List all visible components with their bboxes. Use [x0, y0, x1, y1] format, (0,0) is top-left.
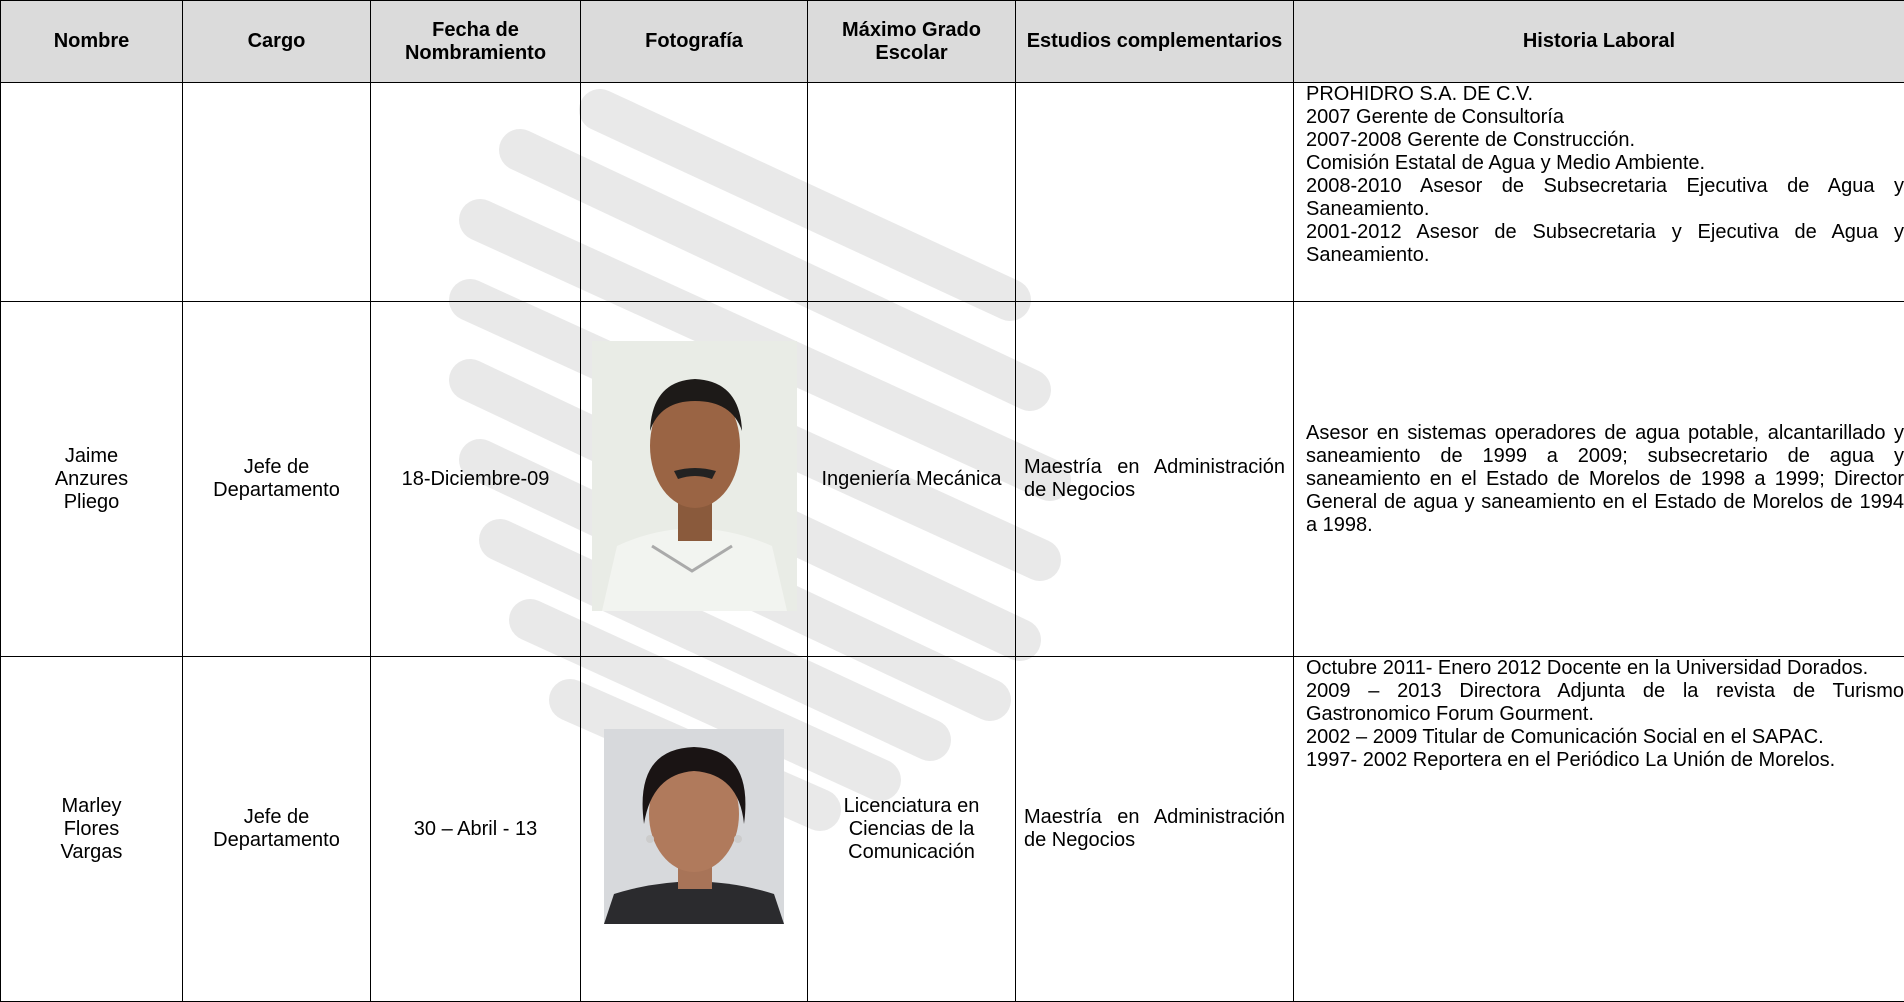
- historia: Octubre 2011- Enero 2012 Docente en la U…: [1294, 657, 1904, 1002]
- header-cell: Fotografía: [581, 1, 808, 83]
- table-row: PROHIDRO S.A. DE C.V.2007 Gerente de Con…: [1, 83, 1904, 302]
- cell: Marley Flores Vargas: [1, 657, 183, 1002]
- photo-cell: [581, 302, 808, 657]
- grado: Licenciatura en Ciencias de la Comunicac…: [808, 657, 1016, 1002]
- historia-line: Comisión Estatal de Agua y Medio Ambient…: [1306, 152, 1904, 175]
- cargo: Jefe de Departamento: [183, 302, 371, 657]
- historia-line: 2009 – 2013 Directora Adjunta de la revi…: [1306, 680, 1904, 726]
- fecha: 30 – Abril - 13: [371, 657, 581, 1002]
- estudios: Maestría en Administración de Negocios: [1016, 657, 1294, 1002]
- estudios: [1016, 83, 1294, 302]
- grado: [808, 83, 1016, 302]
- header-cell: Fecha de Nombramiento: [371, 1, 581, 83]
- photo-cell: [581, 657, 808, 1002]
- header-cell: Estudios complementarios: [1016, 1, 1294, 83]
- page: Nombre Cargo Fecha de Nombramiento Fotog…: [0, 0, 1904, 877]
- historia-line: PROHIDRO S.A. DE C.V.: [1306, 83, 1904, 106]
- historia-line: Asesor en sistemas operadores de agua po…: [1306, 422, 1904, 537]
- header-cell: Cargo: [183, 1, 371, 83]
- historia-line: 2002 – 2009 Titular de Comunicación Soci…: [1306, 726, 1904, 749]
- estudios: Maestría en Administración de Negocios: [1016, 302, 1294, 657]
- cargo: [183, 83, 371, 302]
- header-cell: Máximo Grado Escolar: [808, 1, 1016, 83]
- table-row: Marley Flores Vargas Jefe de Departamento…: [1, 657, 1904, 1002]
- header-cell: Historia Laboral: [1294, 1, 1904, 83]
- cell: Jaime Anzures Pliego: [1, 302, 183, 657]
- fecha: 18-Diciembre-09: [371, 302, 581, 657]
- cargo: Jefe de Departamento: [183, 657, 371, 1002]
- historia: Asesor en sistemas operadores de agua po…: [1294, 302, 1904, 657]
- historia-line: 2007 Gerente de Consultoría: [1306, 106, 1904, 129]
- historia-line: 1997- 2002 Reportera en el Periódico La …: [1306, 749, 1904, 772]
- cell: [1, 83, 183, 302]
- historia-line: 2001-2012 Asesor de Subsecretaria y Ejec…: [1306, 221, 1904, 267]
- header-cell: Nombre: [1, 1, 183, 83]
- photo: [604, 729, 784, 924]
- fecha: [371, 83, 581, 302]
- historia-line: 2008-2010 Asesor de Subsecretaria Ejecut…: [1306, 175, 1904, 221]
- table-row: Jaime Anzures Pliego Jefe de Departamento…: [1, 302, 1904, 657]
- historia-line: Octubre 2011- Enero 2012 Docente en la U…: [1306, 657, 1904, 680]
- name: Marley Flores Vargas: [44, 795, 139, 864]
- historia-line: 2007-2008 Gerente de Construcción.: [1306, 129, 1904, 152]
- historia: PROHIDRO S.A. DE C.V.2007 Gerente de Con…: [1294, 83, 1904, 302]
- photo: [592, 341, 797, 611]
- name: Jaime Anzures Pliego: [44, 445, 139, 514]
- grado: Ingeniería Mecánica: [808, 302, 1016, 657]
- photo-cell: [581, 83, 808, 302]
- header-row: Nombre Cargo Fecha de Nombramiento Fotog…: [1, 1, 1904, 83]
